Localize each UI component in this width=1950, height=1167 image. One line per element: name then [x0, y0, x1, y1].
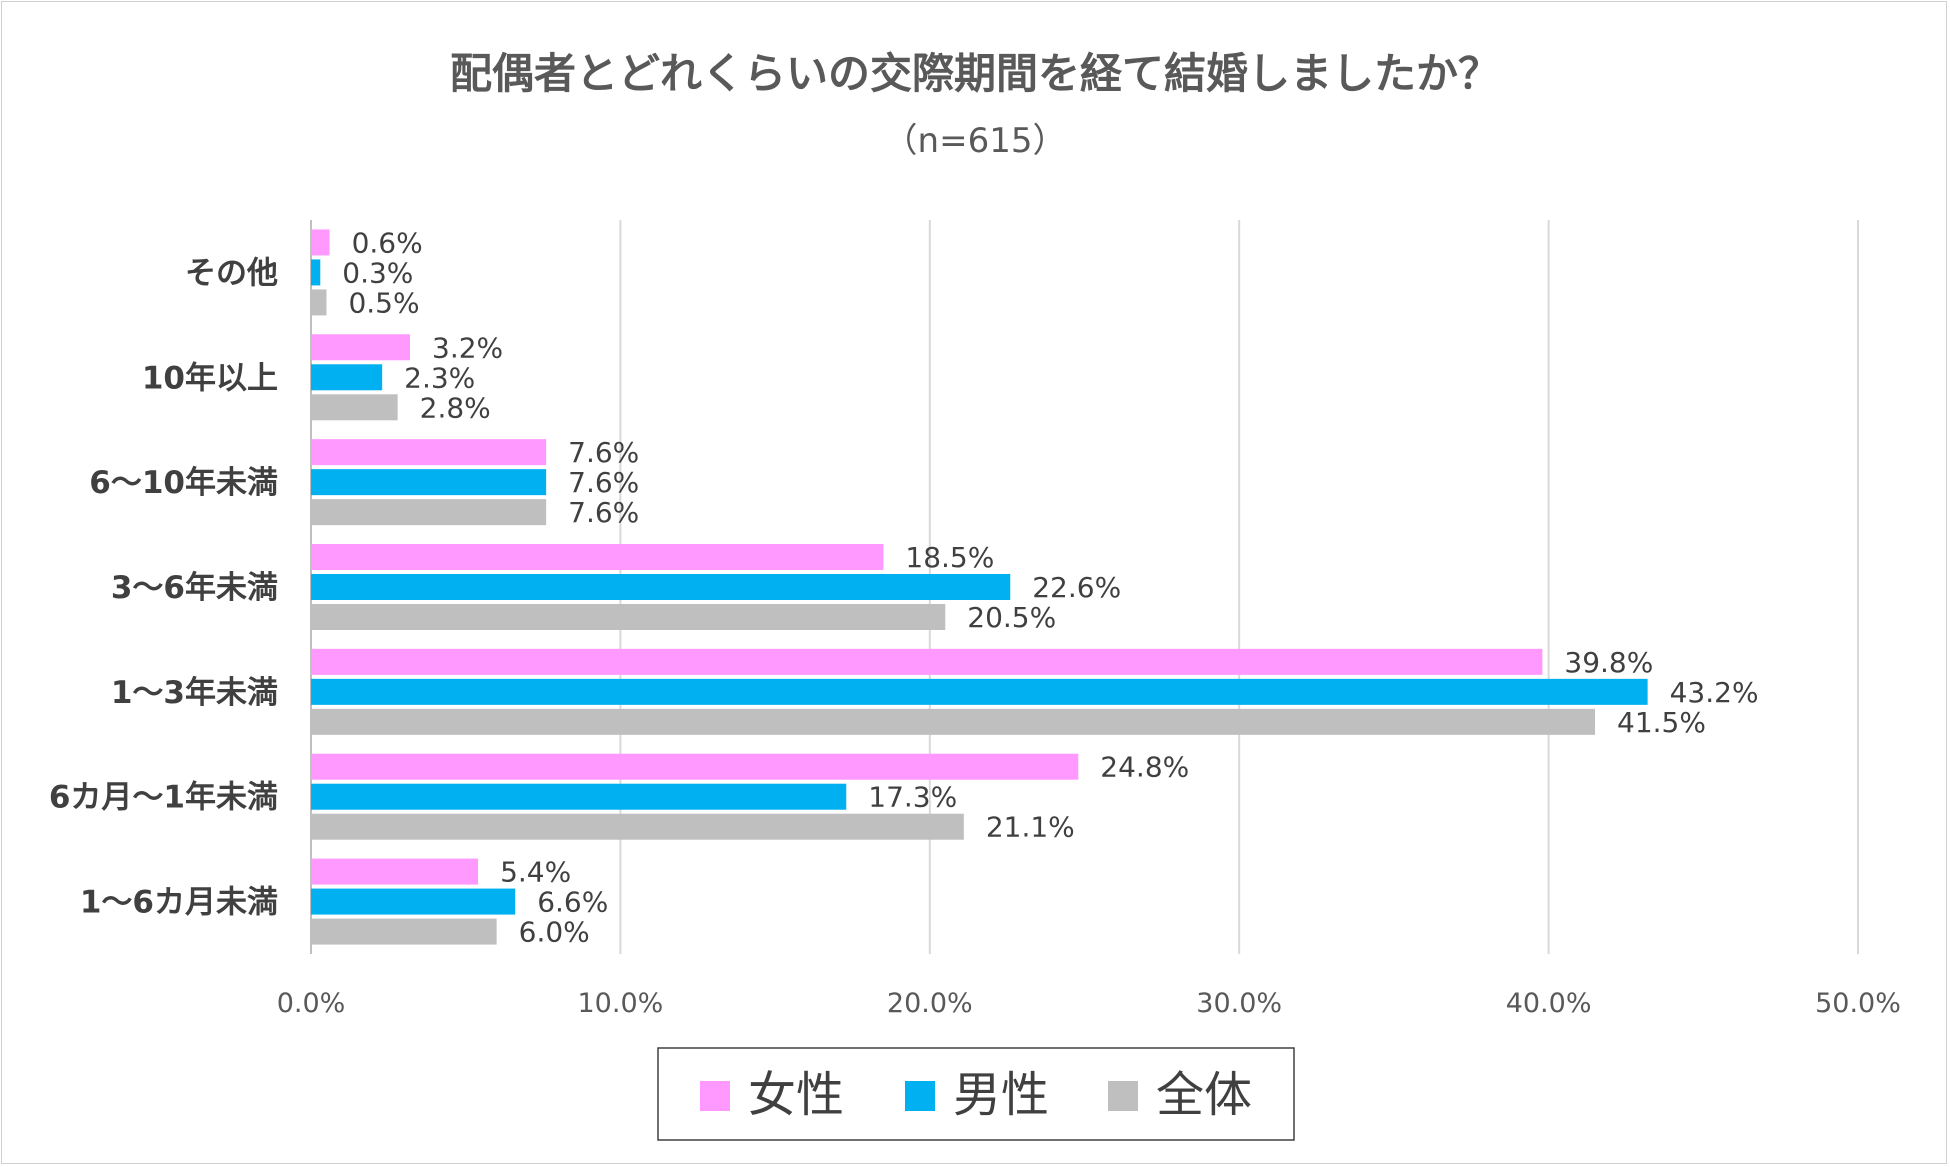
bar-男性-4	[311, 678, 1648, 705]
legend-label: 女性	[748, 1067, 844, 1123]
data-label: 24.8%	[1100, 751, 1189, 784]
labels-group: その他 0.6%0.3%0.5% 10年以上 3.2%2.3%2.8% 6～10年未満 7…	[49, 226, 1759, 948]
category-label: 3～6年未満	[111, 570, 278, 606]
data-label: 41.5%	[1617, 706, 1706, 739]
bar-全体-1	[311, 394, 398, 421]
bar-全体-6	[311, 918, 497, 945]
legend-label: 全体	[1156, 1067, 1252, 1123]
data-label: 7.6%	[568, 496, 639, 529]
data-label: 3.2%	[432, 331, 503, 364]
data-label: 21.1%	[986, 811, 1075, 844]
x-tick-label: 20.0%	[887, 988, 973, 1019]
x-tick-label: 40.0%	[1506, 988, 1592, 1019]
bar-男性-6	[311, 888, 516, 915]
bar-全体-4	[311, 708, 1596, 735]
data-label: 20.5%	[967, 601, 1056, 634]
category-label: 6カ月～1年未満	[49, 780, 278, 816]
data-label: 17.3%	[868, 781, 957, 814]
bar-女性-2	[311, 439, 547, 466]
bar-女性-6	[311, 858, 479, 885]
legend-swatch	[1108, 1081, 1138, 1111]
category-label: 10年以上	[142, 360, 278, 396]
data-label: 7.6%	[568, 436, 639, 469]
category-label: その他	[185, 255, 278, 291]
bar-男性-2	[311, 469, 547, 496]
gridlines: 0.0% 10.0% 20.0% 30.0% 40.0% 50.0%	[277, 220, 1901, 1019]
bar-男性-5	[311, 783, 847, 810]
bar-女性-5	[311, 753, 1079, 780]
bar-女性-0	[311, 229, 330, 256]
category-label: 1～6カ月未満	[80, 885, 278, 921]
data-label: 2.3%	[404, 361, 475, 394]
legend-label: 男性	[953, 1067, 1049, 1123]
bars-group	[311, 229, 1648, 945]
bar-女性-1	[311, 334, 411, 361]
data-label: 6.0%	[519, 916, 590, 949]
x-tick-label: 0.0%	[277, 988, 346, 1019]
data-label: 0.6%	[352, 226, 423, 259]
bar-全体-3	[311, 604, 946, 630]
chart-subtitle: （n=615）	[884, 121, 1067, 161]
bar-全体-2	[311, 499, 547, 526]
x-tick-label: 50.0%	[1815, 988, 1901, 1019]
legend: 女性 男性 全体	[657, 1047, 1295, 1141]
data-label: 7.6%	[568, 466, 639, 499]
x-tick-label: 30.0%	[1196, 988, 1282, 1019]
data-label: 6.6%	[537, 886, 608, 919]
bar-男性-0	[311, 259, 321, 286]
chart-title: 配偶者とどれくらいの交際期間を経て結婚しましたか？	[450, 49, 1500, 98]
data-label: 43.2%	[1670, 676, 1759, 709]
legend-swatch	[905, 1081, 935, 1111]
x-tick-label: 10.0%	[578, 988, 664, 1019]
data-label: 22.6%	[1032, 571, 1121, 604]
data-label: 0.3%	[342, 256, 413, 289]
bar-女性-4	[311, 648, 1543, 675]
legend-box	[657, 1047, 1295, 1141]
bar-男性-3	[311, 574, 1011, 600]
category-label: 6～10年未満	[89, 465, 278, 501]
bar-全体-5	[311, 813, 964, 840]
category-label: 1～3年未満	[111, 675, 278, 711]
bar-全体-0	[311, 289, 327, 316]
data-label: 2.8%	[420, 391, 491, 424]
bar-女性-3	[311, 544, 884, 570]
legend-swatch	[700, 1081, 730, 1111]
bar-男性-1	[311, 364, 383, 391]
data-label: 39.8%	[1564, 646, 1653, 679]
data-label: 18.5%	[905, 541, 994, 574]
data-label: 0.5%	[348, 286, 419, 319]
data-label: 5.4%	[500, 856, 571, 889]
